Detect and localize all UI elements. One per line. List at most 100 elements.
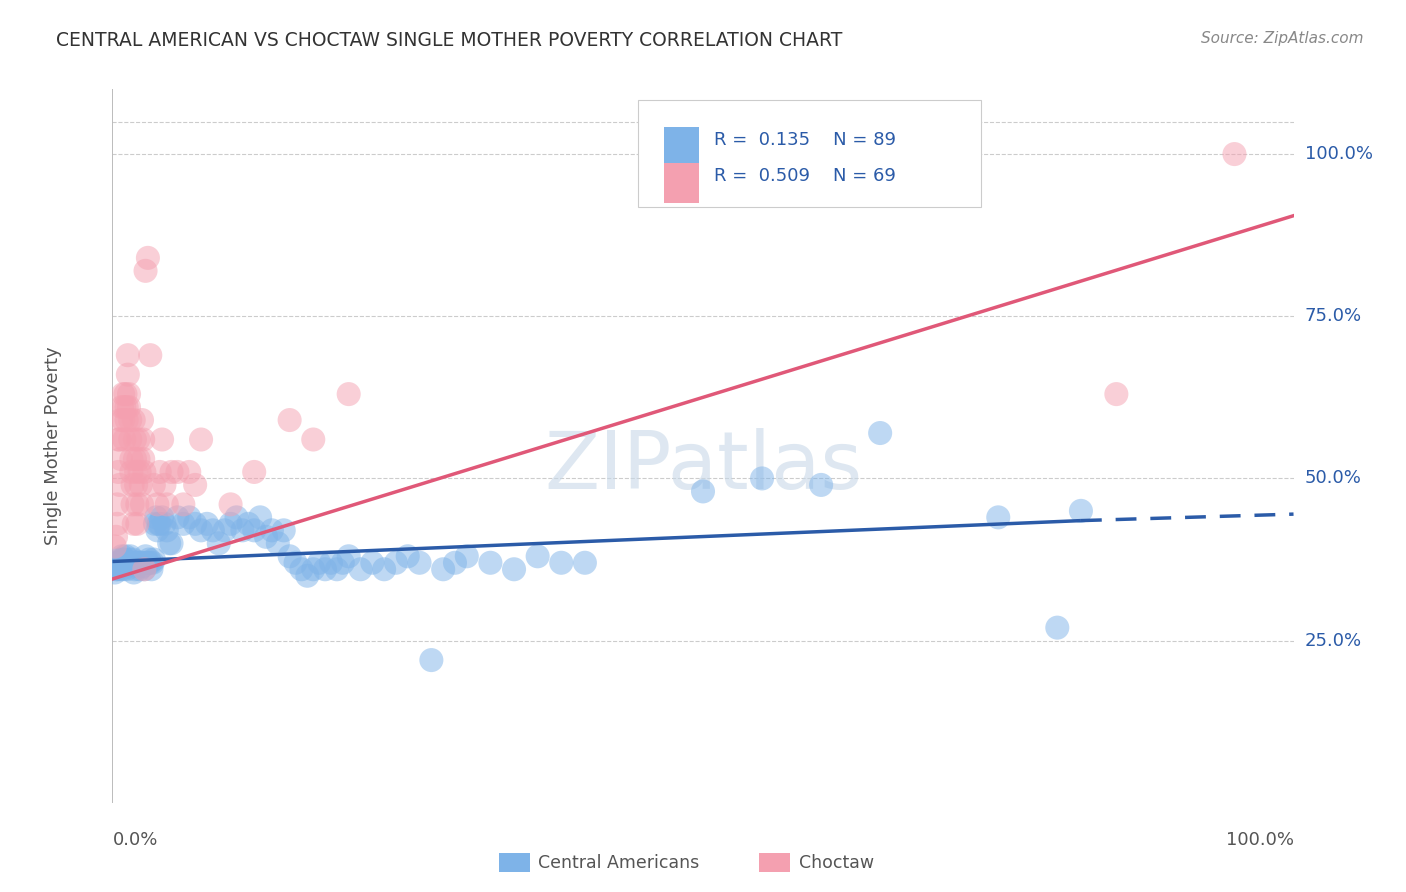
Point [125,465,148,479]
Point [105,516,128,531]
Point [112,433,135,447]
Point [332,556,354,570]
Point [810,478,832,492]
Point [149,465,172,479]
Point [146,497,169,511]
Point [118,552,141,566]
Text: Choctaw: Choctaw [799,854,873,871]
Point [692,484,714,499]
Point [249,510,271,524]
Point [148,516,170,531]
Point [118,387,141,401]
Point [456,549,478,564]
Point [219,516,242,531]
Point [172,497,194,511]
Point [110,413,132,427]
Point [361,556,384,570]
Point [121,552,143,566]
Point [107,433,129,447]
Point [284,556,307,570]
Point [107,559,129,574]
Point [134,562,156,576]
Text: 100.0%: 100.0% [1226,831,1294,849]
Point [156,524,179,538]
Point [138,552,160,566]
Point [107,556,129,570]
Point [120,556,142,570]
Point [160,465,183,479]
Point [108,478,131,492]
Point [550,556,572,570]
Point [112,562,135,576]
Point [135,264,157,278]
Point [131,413,153,427]
Point [125,556,148,570]
Point [129,478,152,492]
Point [104,566,127,580]
Point [1105,387,1128,401]
Point [308,556,330,570]
Point [114,387,136,401]
Point [127,433,149,447]
Point [105,562,128,576]
Point [208,536,231,550]
Point [172,516,194,531]
Point [420,653,443,667]
Point [166,465,188,479]
Point [105,562,128,576]
Point [273,524,295,538]
Point [149,516,172,531]
Point [260,524,283,538]
Point [179,465,201,479]
Point [503,562,526,576]
Point [150,510,173,524]
Point [408,556,430,570]
Point [141,562,163,576]
Point [111,552,134,566]
Point [105,559,128,574]
Point [120,549,142,564]
Point [128,465,150,479]
Point [444,556,467,570]
Text: R =  0.135    N = 89: R = 0.135 N = 89 [714,130,896,148]
Point [131,556,153,570]
Point [135,549,157,564]
Point [278,413,301,427]
Point [117,556,139,570]
Point [987,510,1010,524]
Point [153,478,176,492]
Point [117,348,139,362]
Point [319,556,342,570]
Point [190,524,212,538]
Point [278,549,301,564]
Text: 100.0%: 100.0% [1305,145,1372,163]
Point [184,478,207,492]
Text: Central Americans: Central Americans [538,854,700,871]
Text: 75.0%: 75.0% [1305,307,1362,326]
Point [124,433,146,447]
Point [120,465,142,479]
Point [105,497,128,511]
Point [136,556,159,570]
Point [349,562,371,576]
Point [869,425,891,440]
Point [142,478,165,492]
Text: 0.0%: 0.0% [112,831,157,849]
Point [574,556,596,570]
Point [184,516,207,531]
Point [254,530,277,544]
Point [111,549,134,564]
Point [157,536,180,550]
Point [146,524,169,538]
Point [238,516,260,531]
Point [134,562,156,576]
Point [105,530,128,544]
Point [219,497,242,511]
Point [104,540,127,554]
Point [124,562,146,576]
Point [127,556,149,570]
Point [142,552,165,566]
Point [112,556,135,570]
Point [132,559,155,574]
Point [105,556,128,570]
